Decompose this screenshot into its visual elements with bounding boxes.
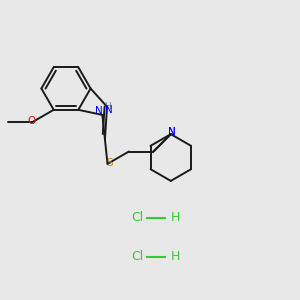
Text: O: O — [27, 116, 36, 126]
Text: Cl: Cl — [132, 250, 144, 263]
Text: N: N — [105, 105, 112, 116]
Text: Cl: Cl — [132, 211, 144, 224]
Text: H: H — [171, 211, 180, 224]
Text: N: N — [168, 127, 176, 137]
Text: S: S — [106, 158, 113, 168]
Text: H: H — [171, 250, 180, 263]
Text: H: H — [104, 102, 111, 111]
Text: N: N — [168, 127, 176, 137]
Text: N: N — [95, 106, 103, 116]
